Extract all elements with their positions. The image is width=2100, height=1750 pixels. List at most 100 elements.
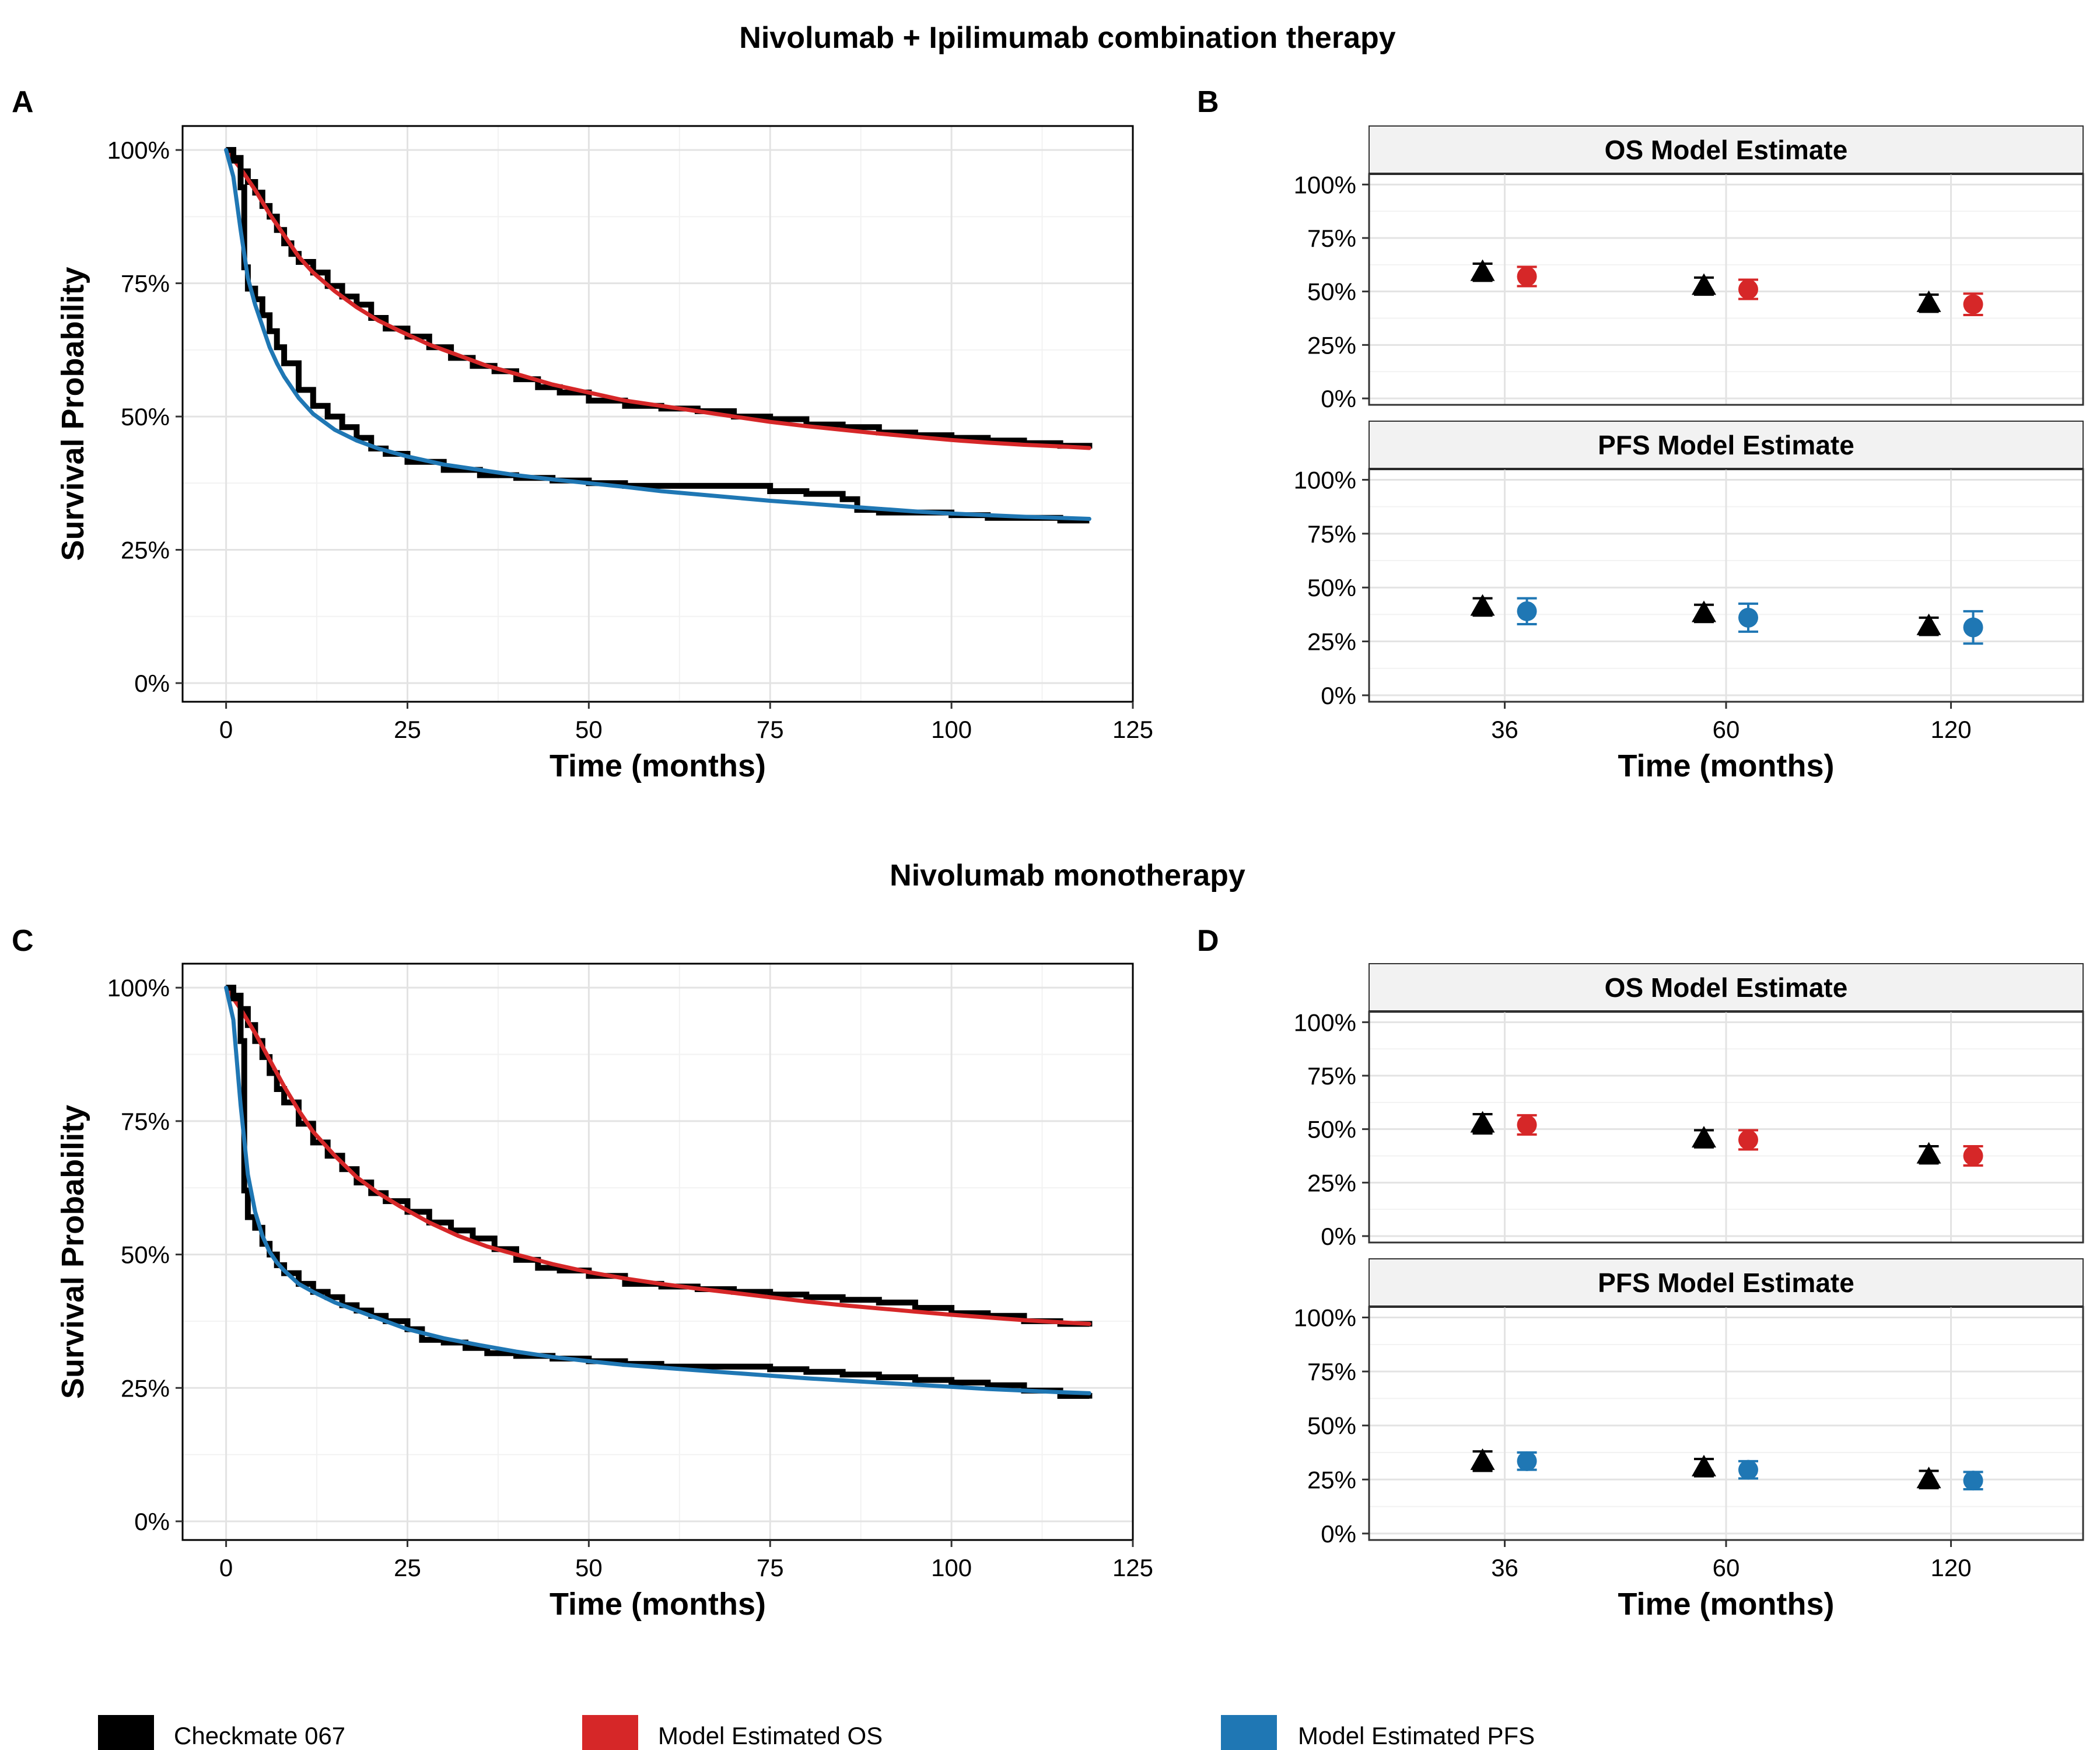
model-circle-point — [1517, 1115, 1537, 1135]
x-tick-label: 60 — [1713, 716, 1740, 743]
y-tick-label: 75% — [121, 270, 170, 298]
observed-triangle-point — [1692, 1454, 1716, 1476]
x-tick-label: 25 — [394, 1554, 421, 1581]
observed-triangle-point — [1470, 1448, 1495, 1470]
y-tick-label: 100% — [1294, 1304, 1356, 1332]
x-tick-label: 0 — [219, 1554, 233, 1581]
x-axis-title: Time (months) — [1618, 1587, 1834, 1622]
y-tick-label: 75% — [121, 1108, 170, 1135]
observed-triangle-point — [1916, 1142, 1941, 1164]
y-axis-title: Survival Probability — [55, 267, 90, 561]
y-tick-label: 50% — [121, 1241, 170, 1269]
panel-label-c: C — [12, 924, 34, 958]
x-tick-label: 60 — [1713, 1554, 1740, 1581]
x-tick-label: 50 — [575, 716, 603, 743]
x-tick-label: 75 — [757, 1554, 784, 1581]
plot-border — [181, 125, 1134, 703]
facet-strip — [1368, 125, 2084, 174]
y-tick-label: 0% — [1321, 682, 1356, 709]
model-circle-point — [1517, 267, 1537, 286]
legend: Checkmate 067 Model Estimated OS Model E… — [98, 1715, 1535, 1750]
y-tick-label: 25% — [1307, 628, 1356, 656]
y-tick-label: 50% — [1307, 574, 1356, 601]
y-tick-label: 100% — [107, 974, 170, 1002]
x-tick-label: 100 — [931, 1554, 972, 1581]
observed-triangle-point — [1692, 600, 1716, 622]
model-circle-point — [1963, 294, 1983, 314]
y-tick-label: 75% — [1307, 1062, 1356, 1090]
x-tick-label: 120 — [1931, 1554, 1972, 1581]
facet-os: OS Model Estimate 0% 25% 50% 75% 100% — [1294, 125, 2084, 412]
y-tick-label: 25% — [1307, 1466, 1356, 1493]
panel-label-d: D — [1197, 924, 1219, 958]
legend-swatch-os — [582, 1715, 638, 1750]
y-tick-label: 25% — [1307, 1169, 1356, 1196]
legend-swatch-pfs — [1221, 1715, 1277, 1750]
y-tick-label: 75% — [1307, 1358, 1356, 1385]
top-section-title: Nivolumab + Ipilimumab combination thera… — [739, 21, 1395, 55]
facet-pfs: PFS Model Estimate 0% 25% 50% 75% 100% 36 60 120… — [1294, 421, 2084, 783]
model-circle-point — [1963, 1146, 1983, 1166]
y-tick-label: 100% — [1294, 1009, 1356, 1036]
y-tick-label: 25% — [121, 1374, 170, 1402]
observed-triangle-point — [1692, 1126, 1716, 1148]
bottom-section-title: Nivolumab monotherapy — [890, 859, 1245, 892]
model-pfs-curve — [224, 985, 1091, 1395]
facet-strip-label: OS Model Estimate — [1605, 972, 1848, 1003]
facet-border — [1368, 1010, 2084, 1244]
legend-label-os: Model Estimated OS — [658, 1722, 883, 1749]
panel-a-km-chart: 0 25 50 75 100 125 0% 25% 50% 75% 100% Time (months… — [55, 125, 1153, 783]
model-circle-point — [1738, 1460, 1758, 1480]
observed-triangle-point — [1470, 1111, 1495, 1133]
facet-pfs: PFS Model Estimate 0% 25% 50% 75% 100% 36 60 120… — [1294, 1258, 2084, 1622]
x-tick-label: 100 — [931, 716, 972, 743]
y-tick-label: 75% — [1307, 225, 1356, 252]
y-tick-label: 25% — [121, 537, 170, 564]
y-tick-label: 50% — [1307, 278, 1356, 306]
legend-label-pfs: Model Estimated PFS — [1298, 1722, 1535, 1749]
panel-c-km-chart: 0 25 50 75 100 125 0% 25% 50% 75% 100% Time (months… — [55, 963, 1153, 1622]
x-tick-label: 36 — [1491, 716, 1518, 743]
facet-strip — [1368, 1258, 2084, 1307]
facet-strip — [1368, 421, 2084, 470]
x-tick-label: 125 — [1112, 716, 1153, 743]
observed-triangle-point — [1470, 259, 1495, 281]
y-tick-label: 0% — [134, 1508, 170, 1535]
y-tick-label: 50% — [1307, 1412, 1356, 1440]
x-tick-label: 50 — [575, 1554, 603, 1581]
model-circle-point — [1738, 607, 1758, 628]
y-tick-label: 100% — [107, 136, 170, 164]
facet-strip-label: OS Model Estimate — [1605, 135, 1848, 165]
y-tick-label: 0% — [134, 670, 170, 697]
model-os-curve — [224, 148, 1091, 450]
panel-label-b: B — [1197, 85, 1219, 119]
x-tick-label: 125 — [1112, 1554, 1153, 1581]
x-tick-label: 36 — [1491, 1554, 1518, 1581]
observed-triangle-point — [1916, 290, 1941, 312]
model-pfs-curve — [224, 148, 1091, 521]
panel-label-a: A — [12, 85, 34, 119]
y-axis-title: Survival Probability — [55, 1105, 90, 1399]
y-tick-label: 0% — [1321, 1223, 1356, 1250]
observed-triangle-point — [1916, 613, 1941, 635]
y-tick-label: 25% — [1307, 331, 1356, 359]
facet-border — [1368, 173, 2084, 406]
model-circle-point — [1963, 617, 1983, 638]
x-axis-title: Time (months) — [1618, 748, 1834, 783]
y-tick-label: 100% — [1294, 171, 1356, 198]
y-tick-label: 0% — [1321, 1520, 1356, 1548]
observed-triangle-point — [1916, 1466, 1941, 1489]
x-tick-label: 75 — [757, 716, 784, 743]
x-tick-label: 25 — [394, 716, 421, 743]
model-circle-point — [1517, 1451, 1537, 1471]
km-step-curve — [226, 147, 1093, 449]
model-circle-point — [1738, 1130, 1758, 1150]
y-tick-label: 75% — [1307, 520, 1356, 548]
x-axis-title: Time (months) — [550, 1587, 766, 1622]
legend-label-km: Checkmate 067 — [174, 1722, 345, 1749]
y-tick-label: 0% — [1321, 385, 1356, 412]
facet-strip — [1368, 963, 2084, 1012]
y-tick-label: 50% — [121, 403, 170, 430]
